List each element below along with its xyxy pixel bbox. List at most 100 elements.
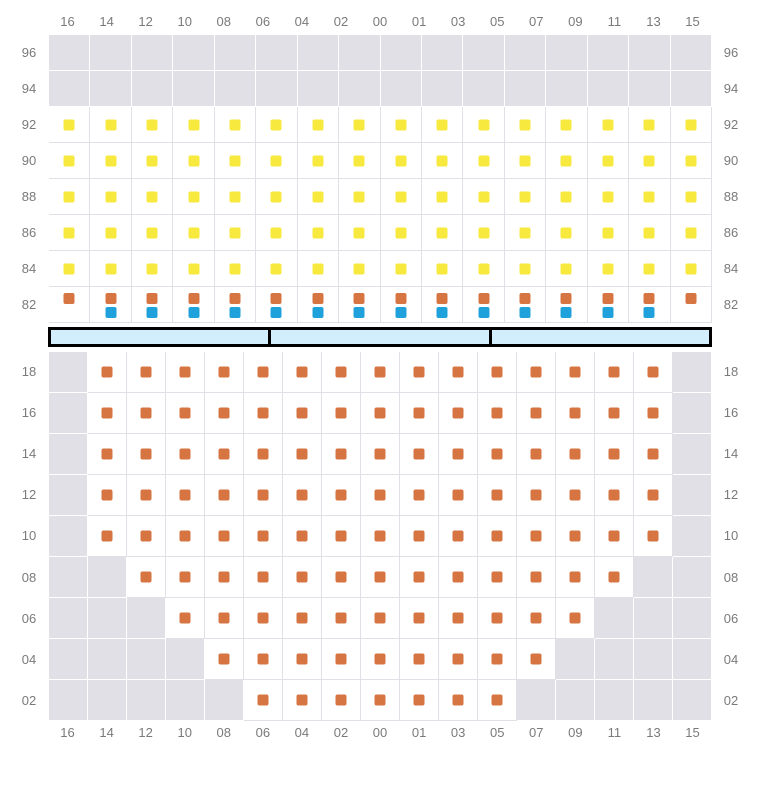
seat-cell[interactable] — [505, 215, 546, 251]
seat-cell[interactable] — [88, 639, 127, 680]
seat-cell[interactable] — [322, 557, 361, 598]
seat-cell[interactable] — [90, 107, 131, 143]
seat-cell[interactable] — [673, 516, 712, 557]
seat-cell[interactable] — [127, 352, 166, 393]
seat-cell[interactable] — [595, 434, 634, 475]
seat-cell[interactable] — [556, 434, 595, 475]
seat-cell[interactable] — [439, 680, 478, 721]
seat-cell[interactable] — [205, 598, 244, 639]
seat-cell[interactable] — [381, 143, 422, 179]
seat-cell[interactable] — [339, 35, 380, 71]
seat-cell[interactable] — [49, 215, 90, 251]
seat-cell[interactable] — [634, 598, 673, 639]
seat-cell[interactable] — [127, 516, 166, 557]
seat-cell[interactable] — [629, 179, 670, 215]
seat-cell[interactable] — [49, 557, 88, 598]
seat-cell[interactable] — [256, 179, 297, 215]
seat-cell[interactable] — [595, 475, 634, 516]
seat-cell[interactable] — [671, 107, 712, 143]
seat-cell[interactable] — [634, 393, 673, 434]
seat-cell[interactable] — [215, 251, 256, 287]
seat-cell[interactable] — [88, 434, 127, 475]
seat-cell[interactable] — [298, 107, 339, 143]
seat-cell[interactable] — [634, 680, 673, 721]
seat-cell[interactable] — [671, 251, 712, 287]
seat-cell[interactable] — [588, 179, 629, 215]
seat-cell[interactable] — [298, 143, 339, 179]
seat-cell[interactable] — [478, 475, 517, 516]
seat-cell[interactable] — [546, 251, 587, 287]
seat-cell[interactable] — [215, 35, 256, 71]
seat-cell[interactable] — [244, 557, 283, 598]
seat-cell[interactable] — [400, 557, 439, 598]
seat-cell[interactable] — [629, 107, 670, 143]
seat-cell[interactable] — [132, 287, 173, 323]
seat-cell[interactable] — [298, 287, 339, 323]
seat-cell[interactable] — [173, 107, 214, 143]
seat-cell[interactable] — [215, 287, 256, 323]
seat-cell[interactable] — [673, 680, 712, 721]
seat-cell[interactable] — [283, 598, 322, 639]
seat-cell[interactable] — [400, 680, 439, 721]
seat-cell[interactable] — [88, 516, 127, 557]
seat-cell[interactable] — [283, 393, 322, 434]
seat-cell[interactable] — [478, 393, 517, 434]
seat-cell[interactable] — [166, 598, 205, 639]
seat-cell[interactable] — [671, 287, 712, 323]
seat-cell[interactable] — [173, 251, 214, 287]
seat-cell[interactable] — [127, 393, 166, 434]
seat-cell[interactable] — [298, 35, 339, 71]
seat-cell[interactable] — [49, 352, 88, 393]
seat-cell[interactable] — [173, 35, 214, 71]
seat-cell[interactable] — [298, 215, 339, 251]
seat-cell[interactable] — [173, 179, 214, 215]
seat-cell[interactable] — [463, 107, 504, 143]
seat-cell[interactable] — [166, 680, 205, 721]
seat-cell[interactable] — [49, 680, 88, 721]
seat-cell[interactable] — [629, 215, 670, 251]
seat-cell[interactable] — [673, 475, 712, 516]
seat-cell[interactable] — [478, 639, 517, 680]
seat-cell[interactable] — [517, 639, 556, 680]
seat-cell[interactable] — [381, 107, 422, 143]
seat-cell[interactable] — [439, 352, 478, 393]
seat-cell[interactable] — [205, 557, 244, 598]
seat-cell[interactable] — [381, 179, 422, 215]
seat-cell[interactable] — [400, 434, 439, 475]
seat-cell[interactable] — [546, 71, 587, 107]
seat-cell[interactable] — [595, 598, 634, 639]
seat-cell[interactable] — [439, 557, 478, 598]
seat-cell[interactable] — [283, 680, 322, 721]
seat-cell[interactable] — [517, 352, 556, 393]
seat-cell[interactable] — [205, 434, 244, 475]
seat-cell[interactable] — [256, 143, 297, 179]
seat-cell[interactable] — [166, 475, 205, 516]
seat-cell[interactable] — [634, 475, 673, 516]
seat-cell[interactable] — [49, 639, 88, 680]
seat-cell[interactable] — [381, 251, 422, 287]
seat-cell[interactable] — [322, 598, 361, 639]
seat-cell[interactable] — [400, 598, 439, 639]
seat-cell[interactable] — [517, 434, 556, 475]
seat-cell[interactable] — [463, 251, 504, 287]
seat-cell[interactable] — [49, 287, 90, 323]
seat-cell[interactable] — [127, 639, 166, 680]
seat-cell[interactable] — [629, 71, 670, 107]
seat-cell[interactable] — [463, 179, 504, 215]
seat-cell[interactable] — [49, 393, 88, 434]
seat-cell[interactable] — [517, 393, 556, 434]
seat-cell[interactable] — [400, 516, 439, 557]
seat-cell[interactable] — [422, 71, 463, 107]
seat-cell[interactable] — [381, 215, 422, 251]
seat-cell[interactable] — [463, 143, 504, 179]
seat-cell[interactable] — [634, 516, 673, 557]
seat-cell[interactable] — [132, 71, 173, 107]
seat-cell[interactable] — [671, 179, 712, 215]
seat-cell[interactable] — [127, 475, 166, 516]
seat-cell[interactable] — [422, 107, 463, 143]
seat-cell[interactable] — [173, 215, 214, 251]
seat-cell[interactable] — [595, 680, 634, 721]
seat-cell[interactable] — [546, 143, 587, 179]
seat-cell[interactable] — [673, 557, 712, 598]
seat-cell[interactable] — [127, 557, 166, 598]
